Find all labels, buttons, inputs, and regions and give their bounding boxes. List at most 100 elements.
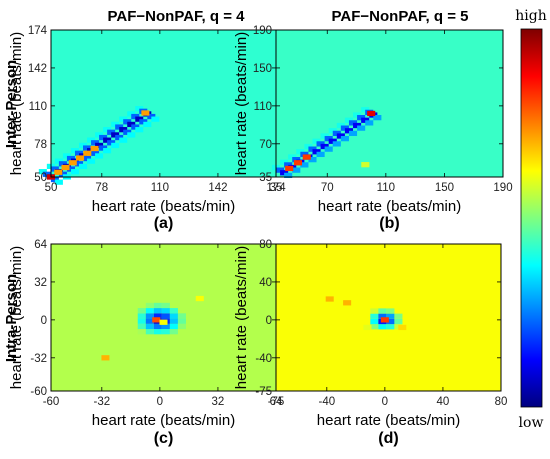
heatmap-cell	[153, 313, 162, 319]
y-axis-label: heart rate (beats/min)	[233, 32, 250, 175]
heatmap-cell	[153, 323, 162, 330]
x-tick-label: -60	[43, 396, 60, 408]
heatmap-cell	[343, 300, 352, 306]
heatmap-cell	[177, 318, 186, 324]
heatmap-cell	[284, 172, 293, 179]
heatmap-cell	[90, 145, 99, 152]
heatmap-cell	[386, 324, 395, 330]
heatmap-cell	[386, 313, 395, 319]
column-title-q5: PAF−NonPAF, q = 5	[332, 8, 469, 25]
y-tick-label: 174	[28, 25, 48, 37]
heatmap-cell	[394, 313, 403, 319]
panel-label: (a)	[154, 215, 174, 232]
heatmap-cell	[137, 308, 146, 314]
heatmap-cell	[137, 323, 146, 330]
heatmap-cell	[308, 146, 317, 152]
heatmap-cell	[336, 133, 345, 139]
x-tick-label: 80	[495, 396, 508, 408]
colorbar: high low	[515, 8, 546, 431]
heatmap-cell	[131, 124, 140, 130]
y-tick-label: 64	[34, 239, 47, 251]
heatmap-cell	[316, 151, 325, 158]
colorbar-high-label: high	[515, 8, 546, 24]
heatmap-cell	[141, 110, 150, 116]
x-tick-label: 32	[212, 396, 225, 408]
heatmap-cell	[386, 318, 395, 325]
column-title-q4: PAF−NonPAF, q = 4	[108, 8, 246, 25]
heatmap-cell	[95, 132, 104, 138]
heatmap-cell	[370, 318, 379, 325]
panel-label: (c)	[154, 430, 174, 447]
y-tick-label: 110	[254, 101, 272, 113]
y-axis-label: heart rate (beats/min)	[8, 246, 25, 389]
heatmap-cell	[137, 329, 146, 335]
heatmap-cell	[386, 308, 395, 314]
heatmap-cell	[95, 153, 104, 159]
heatmap-cell	[308, 157, 317, 163]
row-label-intra-person: Intra-Person	[3, 274, 20, 362]
x-tick-label: 64	[270, 396, 283, 408]
y-tick-label: 0	[41, 315, 47, 327]
x-tick-label: -32	[93, 396, 110, 408]
y-tick-label: 80	[259, 239, 272, 251]
heatmap-cell	[378, 308, 387, 314]
heatmap-cell	[169, 329, 178, 335]
heatmap-cell	[324, 136, 333, 142]
heatmap-cell	[107, 129, 116, 135]
heatmap-cell	[54, 169, 63, 175]
x-tick-label: 110	[151, 182, 169, 194]
heatmap-cell	[336, 122, 345, 129]
heatmap-cell	[127, 132, 136, 138]
heatmap-cell	[363, 324, 372, 331]
heatmap-cell	[78, 142, 88, 149]
y-axis-label: heart rate (beats/min)	[233, 246, 250, 389]
heatmap-cell	[119, 137, 128, 143]
heatmap-cell	[161, 313, 170, 319]
y-tick-label: 150	[253, 63, 272, 75]
heatmap-cell	[145, 323, 154, 330]
heatmap-frame	[275, 243, 502, 392]
heatmap-cell	[293, 160, 303, 166]
y-tick-label: 35	[259, 172, 272, 184]
heatmap-cell	[107, 140, 116, 146]
heatmap-cell	[280, 159, 289, 165]
heatmap-cell	[135, 127, 144, 133]
heatmap-cell	[324, 146, 333, 152]
heatmap-cell	[370, 308, 379, 314]
heatmap-cell	[169, 308, 178, 314]
heatmap-cell	[68, 160, 77, 166]
y-tick-label: -60	[30, 386, 47, 398]
y-tick-label: 78	[34, 139, 47, 151]
heatmap-cell	[87, 158, 96, 164]
heatmap-cell	[139, 119, 148, 125]
heatmap-cell	[378, 324, 387, 330]
heatmap-cell	[353, 112, 362, 118]
heatmap-cell	[161, 308, 170, 314]
x-tick-label: 142	[208, 182, 227, 194]
heatmap-cell	[145, 308, 154, 314]
y-tick-label: -32	[30, 353, 47, 365]
heatmap-cell	[296, 149, 305, 155]
x-axis-label: heart rate (beats/min)	[92, 198, 235, 215]
heatmap-cell	[103, 127, 112, 133]
heatmap-cell	[177, 323, 186, 330]
heatmap-cell	[70, 169, 79, 175]
heatmap-cell	[119, 127, 128, 133]
heatmap-cell	[115, 124, 124, 130]
y-tick-label: -75	[255, 386, 272, 398]
x-tick-label: 78	[95, 182, 108, 194]
heatmap-cell	[325, 296, 334, 302]
heatmap-cell	[159, 319, 168, 325]
x-tick-label: 35	[270, 182, 283, 194]
x-tick-label: 0	[157, 396, 163, 408]
heatmap-cell	[76, 155, 85, 161]
heatmap-cell	[145, 302, 154, 309]
heatmap-cell	[161, 323, 170, 330]
heatmap-cell	[332, 141, 341, 147]
y-tick-label: 142	[28, 63, 47, 75]
heatmap-cell	[348, 130, 358, 137]
x-tick-label: 174	[266, 182, 286, 194]
heatmap-cell	[143, 121, 152, 128]
